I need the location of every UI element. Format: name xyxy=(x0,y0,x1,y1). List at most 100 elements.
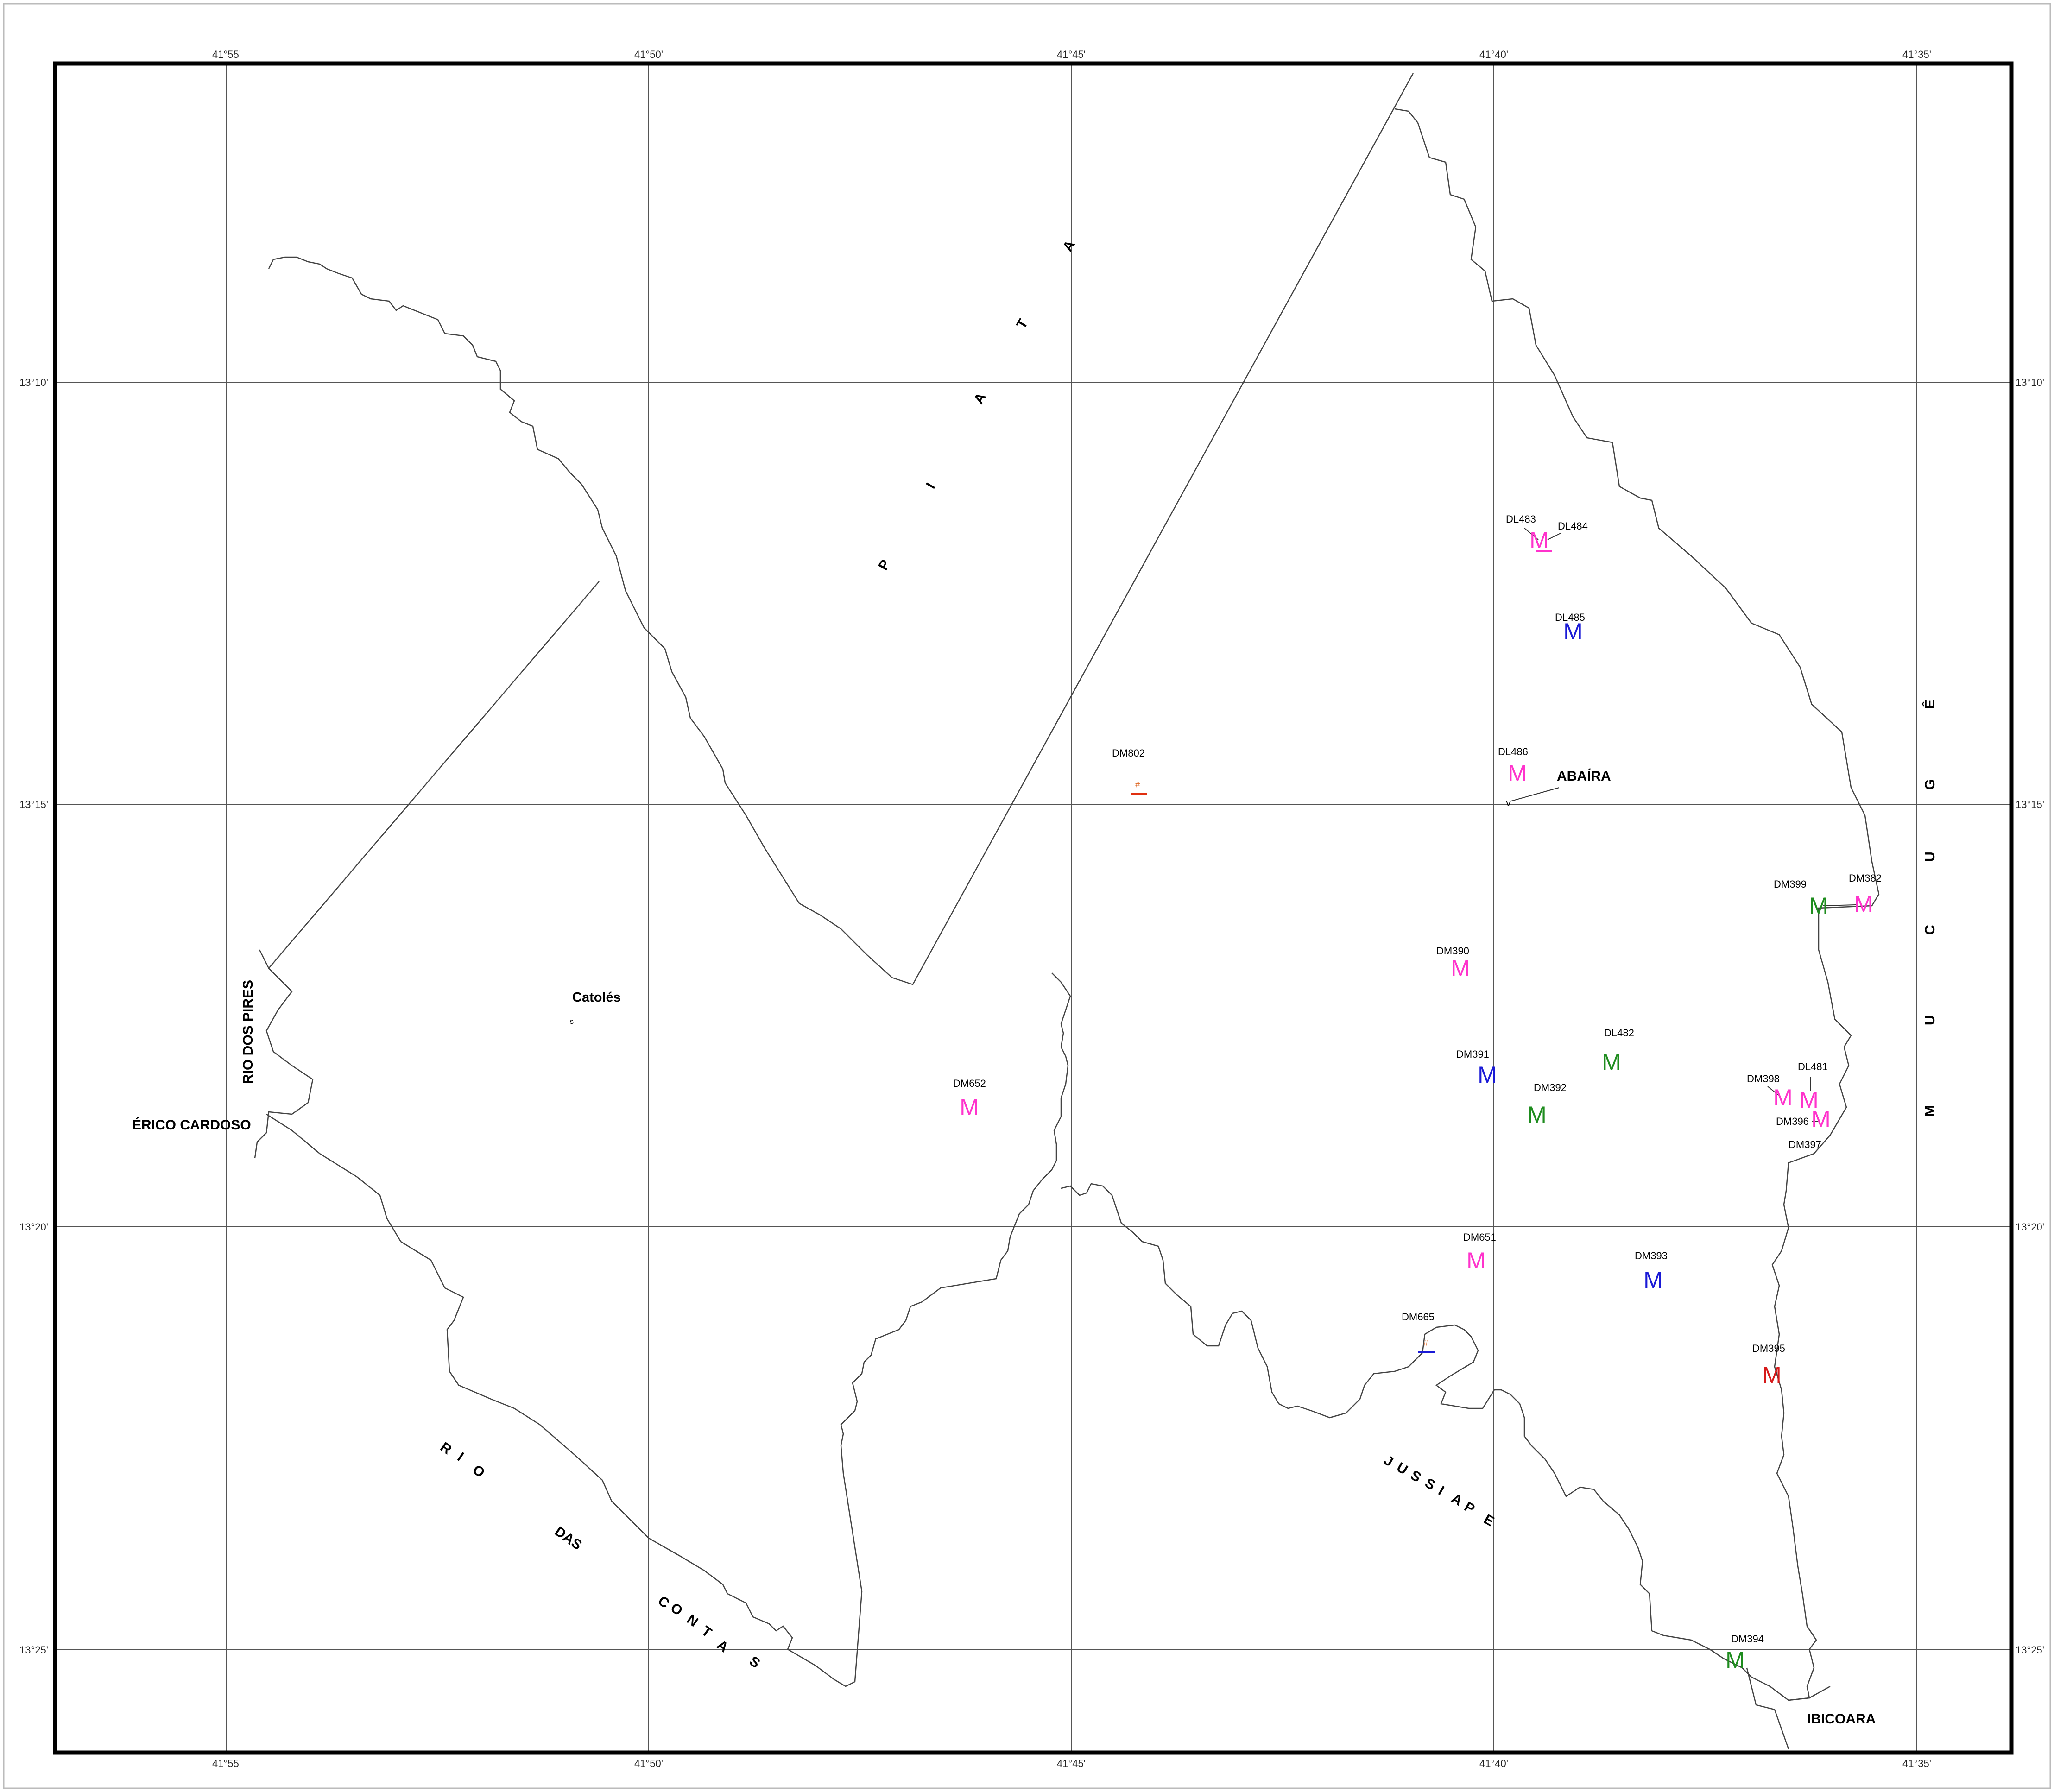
sample-marker-dm652: M xyxy=(960,1094,979,1120)
region-mucuge-letter: C xyxy=(1922,925,1938,935)
municipal-boundaries xyxy=(255,73,1879,1749)
boundary-rio-dos-pires xyxy=(255,968,313,1158)
catoles-symbol: s xyxy=(570,1018,574,1026)
place-rio-dos-pires: RIO DOS PIRES xyxy=(240,980,256,1084)
bottom-coord-label: 41°35' xyxy=(1902,1758,1931,1769)
sample-label-dm394: DM394 xyxy=(1731,1633,1764,1645)
sample-label-dm393: DM393 xyxy=(1635,1250,1668,1262)
sample-label-dm382: DM382 xyxy=(1849,872,1882,884)
sample-label-dl483: DL483 xyxy=(1506,513,1536,525)
abaira-leader xyxy=(1510,788,1559,801)
bottom-coord-label: 41°55' xyxy=(212,1758,241,1769)
map-frame xyxy=(55,63,2011,1753)
region-jussiape-letter: E xyxy=(1481,1511,1497,1529)
sample-marker-dm382: M xyxy=(1854,891,1873,917)
sample-marker-dl483: M xyxy=(1529,527,1549,553)
sample-marker-dm394: M xyxy=(1725,1647,1745,1673)
bottom-coord-label: 41°45' xyxy=(1057,1758,1086,1769)
dl484-leader xyxy=(1548,533,1561,540)
right-coord-label: 13°10' xyxy=(2016,377,2044,388)
graticule xyxy=(55,63,2011,1753)
right-coord-label: 13°20' xyxy=(2016,1221,2044,1233)
sample-label-dl484: DL484 xyxy=(1558,520,1588,532)
region-rio-das-contas-letter: S xyxy=(746,1653,763,1672)
boundary-south-extension xyxy=(1747,1668,1775,1710)
sample-marker-dm393: M xyxy=(1643,1267,1663,1293)
sample-marker-dm651: M xyxy=(1466,1248,1486,1274)
sample-label-dl482: DL482 xyxy=(1604,1027,1634,1039)
region-jussiape-letter: P xyxy=(1462,1499,1478,1517)
dm802-hash-symbol: # xyxy=(1135,780,1140,789)
sample-label-dm652: DM652 xyxy=(953,1078,986,1089)
region-rio-das-contas-letter: A xyxy=(714,1637,731,1655)
left-coord-label: 13°25' xyxy=(19,1644,48,1656)
sample-label-dm665: DM665 xyxy=(1402,1311,1435,1323)
left-coord-label: 13°10' xyxy=(19,377,48,388)
sample-marker-dm391: M xyxy=(1478,1062,1497,1088)
region-mucuge-letter: G xyxy=(1922,779,1938,790)
region-piata-letter: A xyxy=(1060,238,1078,254)
region-mucuge-letter: U xyxy=(1922,852,1938,862)
bottom-coord-label: 41°50' xyxy=(634,1758,663,1769)
region-mucuge-letter: M xyxy=(1922,1105,1938,1117)
top-coord-label: 41°55' xyxy=(212,49,241,60)
sample-marker-dm392: M xyxy=(1527,1102,1547,1128)
sample-label-dm392: DM392 xyxy=(1534,1082,1567,1093)
region-jussiape-letter: I xyxy=(1436,1483,1447,1498)
right-coord-label: 13°25' xyxy=(2016,1644,2044,1656)
sample-marker-dm390: M xyxy=(1451,955,1470,981)
right-coord-label: 13°15' xyxy=(2016,799,2044,810)
sample-label-dm391: DM391 xyxy=(1456,1048,1489,1060)
region-rio-das-contas-letter: R xyxy=(437,1439,455,1458)
region-jussiape-letter: S xyxy=(1408,1467,1424,1485)
region-rio-das-contas-letter: O xyxy=(668,1600,685,1619)
coordinate-labels: 41°55' 41°50' 41°45' 41°40' 41°35' 41°55' 41°5… xyxy=(19,49,2044,1769)
sample-marker-dl482: M xyxy=(1602,1049,1621,1075)
region-mucuge-letter: Ê xyxy=(1922,700,1938,709)
left-coord-label: 13°15' xyxy=(19,799,48,810)
sample-label-dl486: DL486 xyxy=(1498,746,1528,757)
top-coord-label: 41°35' xyxy=(1902,49,1931,60)
top-coord-label: 41°40' xyxy=(1479,49,1508,60)
place-abaira: ABAÍRA xyxy=(1557,768,1611,784)
region-piata-letter: I xyxy=(923,480,938,492)
abaira-symbol: v xyxy=(1506,797,1511,808)
place-ibicoara: IBICOARA xyxy=(1807,1711,1876,1727)
place-catoles: Catolés xyxy=(572,990,621,1005)
sample-marker-dl485: M xyxy=(1563,618,1583,644)
left-coord-label: 13°20' xyxy=(19,1221,48,1233)
sample-label-dm398: DM398 xyxy=(1747,1073,1780,1085)
sample-marker-dm395: M xyxy=(1762,1362,1782,1388)
sample-label-dm802: DM802 xyxy=(1112,747,1145,759)
region-jussiape-letter: U xyxy=(1394,1459,1410,1477)
region-rio-das-contas-letter: T xyxy=(699,1623,714,1641)
sample-label-dm399: DM399 xyxy=(1774,878,1807,890)
sample-marker-dm399: M xyxy=(1809,893,1828,919)
dm665-hash-symbol: # xyxy=(1423,1338,1428,1348)
region-jussiape-letter: A xyxy=(1449,1490,1465,1508)
region-piata-letter: P xyxy=(875,557,893,573)
region-jussiape-letter: S xyxy=(1422,1475,1438,1493)
sample-marker-dl486: M xyxy=(1508,760,1527,786)
region-rio-das-contas-letter: I xyxy=(455,1450,467,1464)
region-mucuge-letter: U xyxy=(1922,1015,1938,1025)
region-piata-letter: T xyxy=(1013,316,1031,331)
region-rio-das-contas-letter: C xyxy=(655,1593,672,1611)
region-jussiape-letter: J xyxy=(1382,1452,1396,1470)
region-rio-das-contas-letter: DAS xyxy=(552,1524,585,1553)
boundary-abaira xyxy=(1061,109,1879,1700)
bottom-coord-label: 41°40' xyxy=(1479,1758,1508,1769)
sample-marker-dm398: M xyxy=(1773,1085,1793,1111)
boundary-piata-west xyxy=(269,73,1413,984)
page-outline xyxy=(4,4,2050,1788)
region-rio-das-contas-letter: O xyxy=(470,1462,487,1481)
place-erico-cardoso: ÉRICO CARDOSO xyxy=(132,1117,251,1133)
region-rio-das-contas-letter: N xyxy=(684,1612,701,1630)
sample-label-dm395: DM395 xyxy=(1752,1343,1785,1354)
sample-marker-dm396: M xyxy=(1811,1106,1831,1132)
sample-label-dm397: DM397 xyxy=(1789,1139,1821,1150)
boundary-rio-das-contas xyxy=(266,973,1070,1686)
sample-label-dm651: DM651 xyxy=(1463,1231,1496,1243)
